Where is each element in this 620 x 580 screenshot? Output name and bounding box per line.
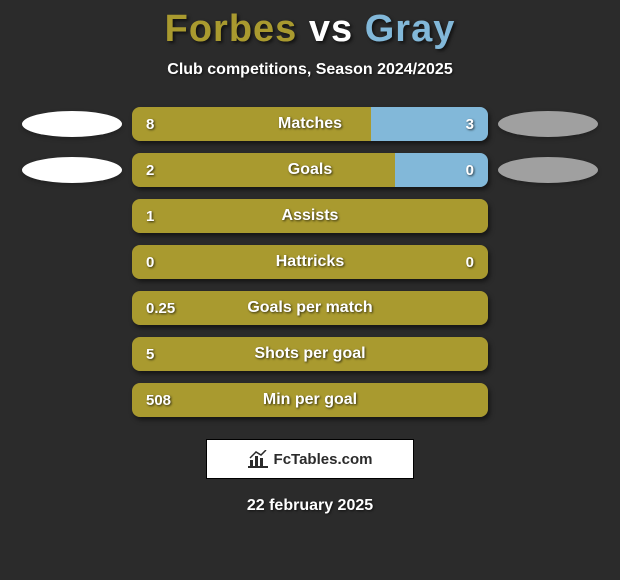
stat-bar: Min per goal508 [132, 383, 488, 417]
stat-row: Shots per goal5 [0, 337, 620, 371]
stat-bar: Shots per goal5 [132, 337, 488, 371]
team-badge-right [498, 111, 598, 137]
stat-row: Min per goal508 [0, 383, 620, 417]
date-label: 22 february 2025 [0, 497, 620, 515]
bar-segment-left [132, 153, 395, 187]
badge-slot-left [12, 157, 132, 183]
bar-segment-left [132, 245, 488, 279]
badge-slot-right [488, 111, 608, 137]
bar-segment-left [132, 199, 488, 233]
bar-segment-left [132, 383, 488, 417]
subtitle: Club competitions, Season 2024/2025 [0, 61, 620, 79]
stat-row: Assists1 [0, 199, 620, 233]
stats-list: Matches83 Goals20 Assists1 Hattricks00 Goals… [0, 107, 620, 417]
title-vs: vs [309, 8, 353, 50]
bar-segment-left [132, 337, 488, 371]
bar-segment-right [371, 107, 488, 141]
brand-box: FcTables.com [206, 439, 414, 479]
chart-icon [248, 450, 268, 468]
stat-bar: Matches83 [132, 107, 488, 141]
title-player1: Forbes [165, 8, 298, 50]
page-title: Forbes vs Gray [0, 8, 620, 51]
team-badge-left [22, 157, 122, 183]
stat-bar: Assists1 [132, 199, 488, 233]
stat-row: Goals per match0.25 [0, 291, 620, 325]
stat-row: Goals20 [0, 153, 620, 187]
title-player2: Gray [365, 8, 456, 50]
stat-row: Hattricks00 [0, 245, 620, 279]
badge-slot-right [488, 157, 608, 183]
bar-segment-left [132, 291, 488, 325]
bar-segment-left [132, 107, 371, 141]
stat-row: Matches83 [0, 107, 620, 141]
stat-bar: Goals20 [132, 153, 488, 187]
badge-slot-left [12, 111, 132, 137]
team-badge-right [498, 157, 598, 183]
bar-segment-right [395, 153, 488, 187]
stat-bar: Goals per match0.25 [132, 291, 488, 325]
team-badge-left [22, 111, 122, 137]
brand-text: FcTables.com [274, 451, 373, 468]
stat-bar: Hattricks00 [132, 245, 488, 279]
